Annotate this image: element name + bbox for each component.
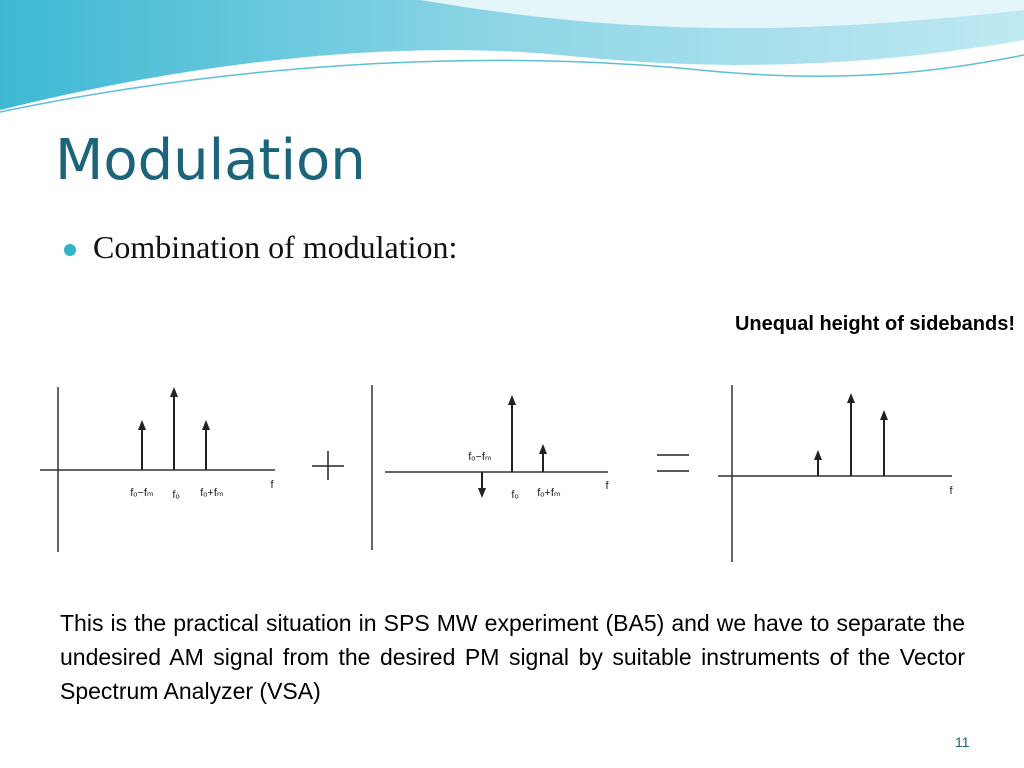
label: fₒ+fₘ: [537, 487, 561, 499]
diagram-1: fₒ−fₘ fₒ fₒ+fₘ f: [33, 367, 290, 570]
note: Unequal height of sidebands!: [734, 313, 1015, 335]
bullet-text: Combination of modulation:: [93, 229, 458, 265]
header-wave-line: [0, 54, 1024, 113]
paragraph: This is the practical situation in SPS M…: [60, 610, 965, 704]
bullet-dot: [64, 244, 76, 256]
label: fₒ+fₘ: [200, 487, 224, 499]
page-number: 11: [955, 734, 970, 750]
equals-sign: [657, 454, 689, 472]
slide-title: Modulation: [55, 128, 366, 193]
diagram-3: f: [712, 367, 978, 568]
label: fₒ: [511, 489, 518, 501]
label: f: [949, 485, 953, 497]
plus-sign: [312, 451, 344, 480]
label: fₒ−fₘ: [130, 487, 154, 499]
label: fₒ−fₘ: [468, 451, 492, 463]
header-wave-light: [420, 0, 1024, 29]
label: f: [270, 479, 274, 491]
diagram-2: fₒ−fₘ fₒ fₒ+fₘ f: [352, 352, 637, 590]
label: f: [605, 480, 609, 492]
label: fₒ: [172, 489, 179, 501]
